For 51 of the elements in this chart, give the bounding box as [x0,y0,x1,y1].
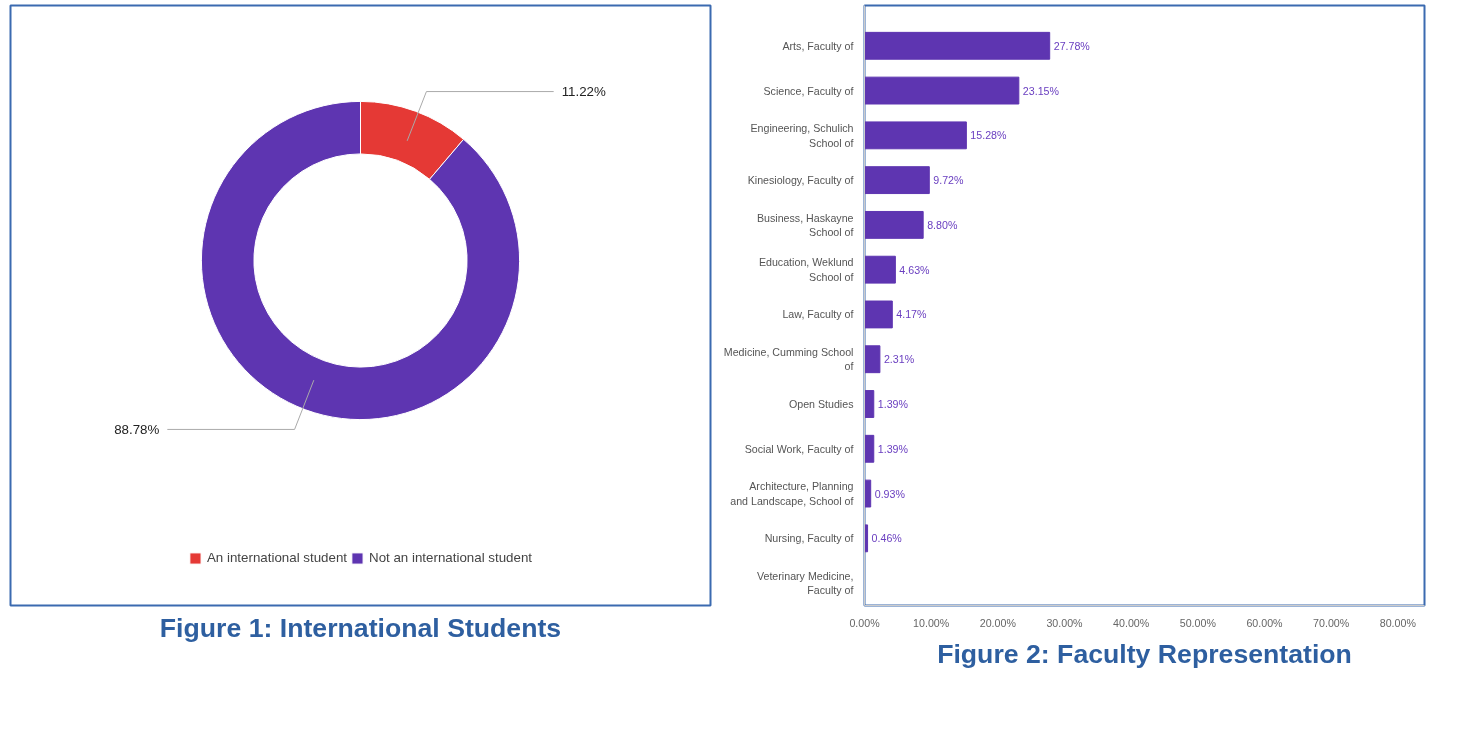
x-tick-label: 70.00% [1313,616,1350,629]
y-tick-label: Veterinary Medicine, Faculty of [756,569,854,597]
bar [864,479,872,508]
bar [864,121,967,150]
y-tick-label: Open Studies [788,398,854,411]
data-label: 1.39% [877,398,909,411]
text: Figure 2: Faculty Representation [937,638,1352,669]
data-label: 1.39% [877,442,909,455]
x-tick-label: 60.00% [1246,616,1284,629]
x-tick-label: 0.00% [849,616,881,629]
x-tick-label: 50.00% [1179,616,1217,629]
x-tick-label: 30.00% [1046,616,1084,629]
data-label: 0.93% [874,487,906,500]
data-label: 11.22% [561,84,606,100]
bar [864,300,893,329]
y-tick-label: Business, Haskayne School of [756,211,854,239]
bar [864,166,930,195]
bar [864,31,1051,60]
x-tick-label: 80.00% [1379,616,1417,629]
x-tick-label: 20.00% [979,616,1017,629]
y-tick-label: Architecture, Planning and Landscape, School of [730,480,854,507]
y-tick-label: Nursing, Faculty of [764,532,854,545]
data-label: 8.80% [927,218,958,231]
data-label: 9.72% [933,174,965,187]
bar [864,345,881,374]
y-tick-label: Arts, Faculty of [782,39,854,52]
data-label: 15.28% [970,129,1008,142]
data-label: 88.78% [114,421,160,437]
legend-label: An international student [206,550,348,565]
y-tick-label: Social Work, Faculty of [744,442,854,455]
y-tick-label: Law, Faculty of [782,308,854,321]
data-label: 4.63% [899,263,931,276]
bar [864,390,875,418]
y-tick-label: Engineering, Schulich School of [750,122,854,149]
y-tick-label: Medicine, Cumming School of [723,346,854,373]
x-tick-label: 10.00% [913,616,950,629]
data-label: 4.17% [896,308,928,321]
bar [864,434,875,463]
data-label: 27.78% [1053,39,1091,52]
text: Figure 1: International Students [159,612,562,643]
bar [864,255,896,284]
legend-label: Not an international student [369,550,533,565]
x-tick-label: 40.00% [1113,616,1150,629]
y-tick-label: Kinesiology, Faculty of [747,174,854,187]
y-tick-label: Education, Weklund School of [758,256,854,283]
y-tick-label: Science, Faculty of [763,84,854,97]
bar [864,210,924,239]
bar [864,76,1020,105]
data-label: 2.31% [883,353,915,366]
data-label: 23.15% [1022,84,1060,97]
data-label: 0.46% [871,532,903,545]
